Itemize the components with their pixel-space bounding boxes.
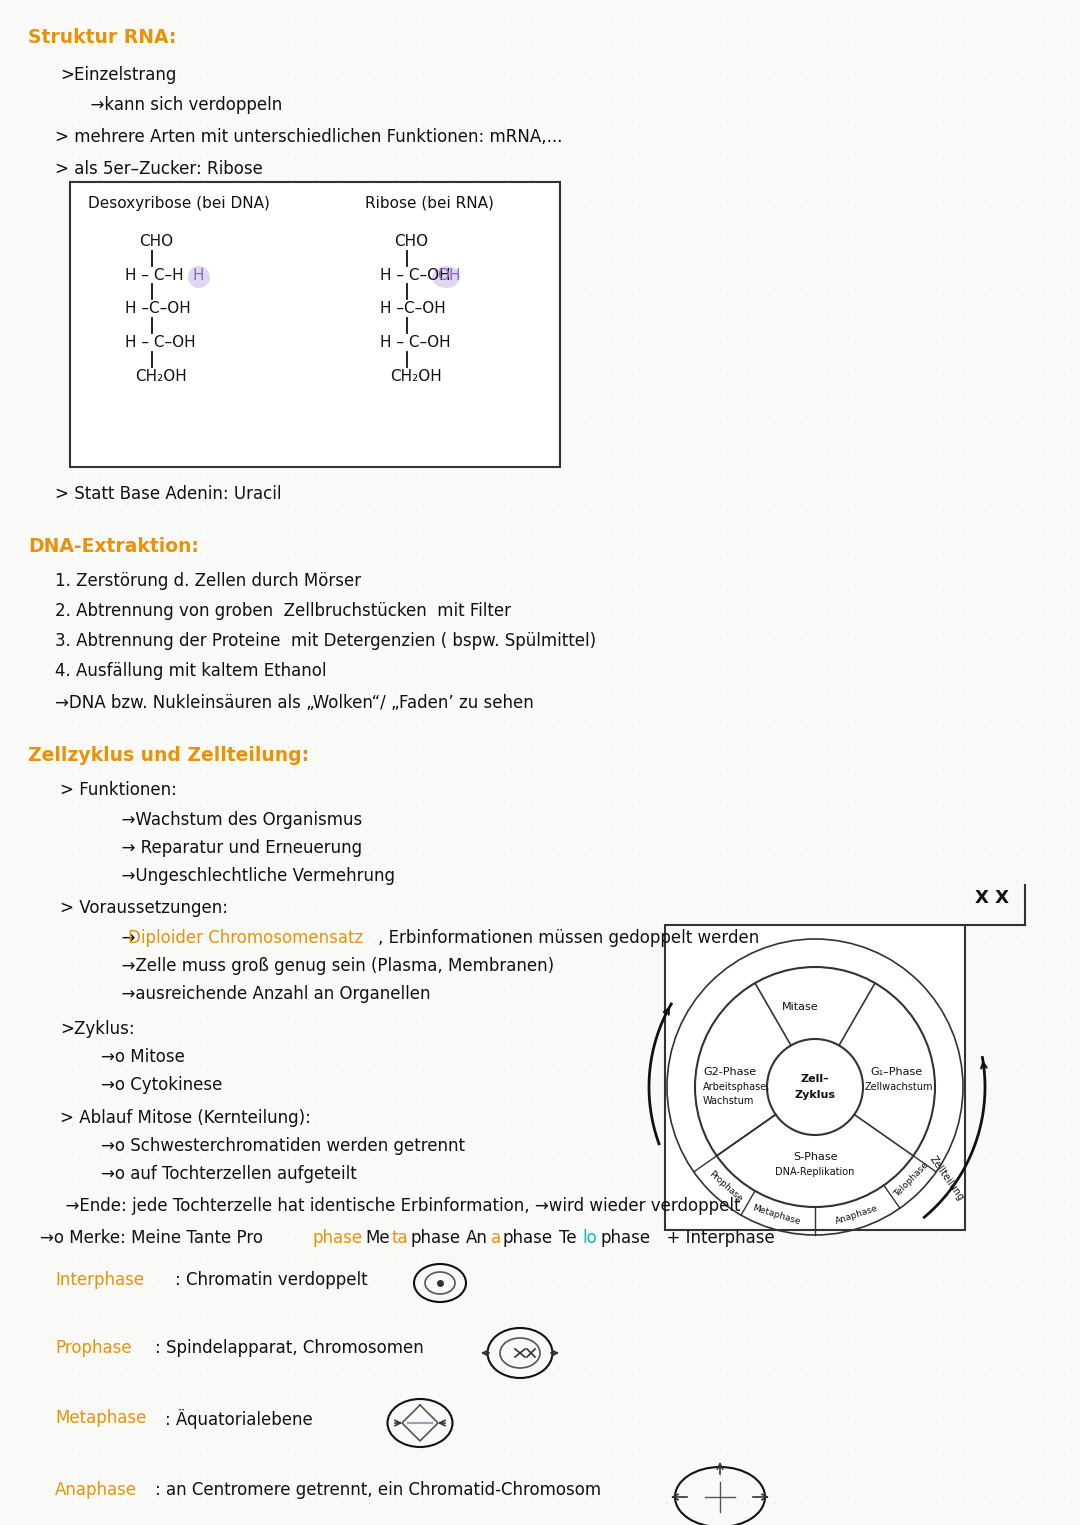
Text: Wachstum: Wachstum — [703, 1096, 754, 1106]
Text: phase: phase — [600, 1229, 650, 1247]
Text: DNA-Replikation: DNA-Replikation — [775, 1167, 854, 1177]
Text: CHO: CHO — [139, 233, 173, 249]
Text: , Erbinformationen müssen gedoppelt werden: , Erbinformationen müssen gedoppelt werd… — [378, 929, 759, 947]
Text: Mitase: Mitase — [782, 1002, 819, 1013]
Text: →o Merke: Meine Tante Pro: →o Merke: Meine Tante Pro — [40, 1229, 264, 1247]
Text: > Funktionen:: > Funktionen: — [60, 781, 177, 799]
Text: Zyklus: Zyklus — [795, 1090, 836, 1100]
Text: H –C–OH: H –C–OH — [380, 300, 446, 316]
Text: Anaphase: Anaphase — [55, 1481, 137, 1499]
Text: phase: phase — [411, 1229, 461, 1247]
Text: : Chromatin verdoppelt: : Chromatin verdoppelt — [175, 1270, 367, 1289]
Text: →Zelle muss groß genug sein (Plasma, Membranen): →Zelle muss groß genug sein (Plasma, Mem… — [90, 958, 554, 974]
Text: : an Centromere getrennt, ein Chromatid-Chromosom: : an Centromere getrennt, ein Chromatid-… — [156, 1481, 602, 1499]
Text: Diploider Chromosomensatz: Diploider Chromosomensatz — [129, 929, 363, 947]
Text: H – C–OH: H – C–OH — [380, 268, 450, 284]
Text: >Zyklus:: >Zyklus: — [60, 1020, 135, 1039]
Text: 2. Abtrennung von groben  Zellbruchstücken  mit Filter: 2. Abtrennung von groben Zellbruchstücke… — [55, 602, 511, 621]
Text: > als 5er–Zucker: Ribose: > als 5er–Zucker: Ribose — [55, 160, 262, 178]
Text: + Interphase: + Interphase — [656, 1229, 774, 1247]
Text: ta: ta — [392, 1229, 408, 1247]
Text: H – C–H: H – C–H — [125, 268, 184, 284]
Text: >Einzelstrang: >Einzelstrang — [60, 66, 176, 84]
Text: An: An — [465, 1229, 488, 1247]
Text: 4. Ausfällung mit kaltem Ethanol: 4. Ausfällung mit kaltem Ethanol — [55, 662, 326, 680]
Text: lo: lo — [582, 1229, 597, 1247]
Text: Zellteilung: Zellteilung — [928, 1154, 966, 1203]
Circle shape — [767, 1039, 863, 1135]
Text: phase: phase — [502, 1229, 552, 1247]
Text: Metaphase: Metaphase — [55, 1409, 147, 1427]
Bar — [70, 181, 561, 467]
Text: H: H — [192, 268, 203, 284]
Text: a: a — [491, 1229, 501, 1247]
Text: →DNA bzw. Nukleinsäuren als „Wolken“/ „Faden’ zu sehen: →DNA bzw. Nukleinsäuren als „Wolken“/ „F… — [55, 694, 534, 712]
Text: →ausreichende Anzahl an Organellen: →ausreichende Anzahl an Organellen — [90, 985, 431, 1003]
Text: Arbeitsphase,: Arbeitsphase, — [703, 1083, 770, 1092]
Text: CH₂OH: CH₂OH — [135, 369, 187, 384]
Bar — [665, 926, 966, 1231]
Text: H – C–OH: H – C–OH — [380, 336, 450, 351]
Text: →o Cytokinese: →o Cytokinese — [80, 1077, 222, 1093]
Text: Prophase: Prophase — [707, 1170, 744, 1203]
Ellipse shape — [188, 265, 210, 288]
Text: Prophase: Prophase — [55, 1339, 132, 1357]
Text: > Voraussetzungen:: > Voraussetzungen: — [60, 900, 228, 917]
Text: Te: Te — [559, 1229, 577, 1247]
Text: →Ungeschlechtliche Vermehrung: →Ungeschlechtliche Vermehrung — [90, 868, 395, 884]
Text: Zellzyklus und Zellteilung:: Zellzyklus und Zellteilung: — [28, 746, 309, 766]
Text: > Ablauf Mitose (Kernteilung):: > Ablauf Mitose (Kernteilung): — [60, 1109, 311, 1127]
Text: →o auf Tochterzellen aufgeteilt: →o auf Tochterzellen aufgeteilt — [80, 1165, 356, 1183]
Text: → Reparatur und Erneuerung: → Reparatur und Erneuerung — [90, 839, 362, 857]
Text: Metaphase: Metaphase — [751, 1203, 801, 1226]
Text: →Ende: jede Tochterzelle hat identische Erbinformation, →wird wieder verdoppelt: →Ende: jede Tochterzelle hat identische … — [55, 1197, 741, 1215]
Text: G₁–Phase: G₁–Phase — [870, 1068, 922, 1077]
Text: Ribose (bei RNA): Ribose (bei RNA) — [365, 197, 494, 210]
Text: Zellwachstum: Zellwachstum — [865, 1083, 933, 1092]
Text: : Äquatorialebene: : Äquatorialebene — [165, 1409, 313, 1429]
Text: →Wachstum des Organismus: →Wachstum des Organismus — [90, 811, 362, 830]
Text: X X: X X — [975, 889, 1009, 907]
Text: phase: phase — [312, 1229, 362, 1247]
Text: 1. Zerstörung d. Zellen durch Mörser: 1. Zerstörung d. Zellen durch Mörser — [55, 572, 361, 590]
Text: →o Schwesterchromatiden werden getrennt: →o Schwesterchromatiden werden getrennt — [80, 1138, 465, 1154]
Text: > mehrere Arten mit unterschiedlichen Funktionen: mRNA,...: > mehrere Arten mit unterschiedlichen Fu… — [55, 128, 563, 146]
Text: Telophase: Telophase — [892, 1161, 930, 1199]
Text: S-Phase: S-Phase — [793, 1151, 837, 1162]
Text: Struktur RNA:: Struktur RNA: — [28, 27, 176, 47]
Text: Me: Me — [365, 1229, 390, 1247]
Text: DNA-Extraktion:: DNA-Extraktion: — [28, 537, 199, 557]
Text: Interphase: Interphase — [55, 1270, 144, 1289]
Text: →: → — [90, 929, 135, 947]
Text: CH₂OH: CH₂OH — [390, 369, 442, 384]
Text: H –C–OH: H –C–OH — [125, 300, 191, 316]
Ellipse shape — [432, 265, 460, 288]
Text: →kann sich verdoppeln: →kann sich verdoppeln — [80, 96, 282, 114]
Text: OH: OH — [437, 268, 460, 284]
Text: CHO: CHO — [394, 233, 428, 249]
Text: > Statt Base Adenin: Uracil: > Statt Base Adenin: Uracil — [55, 485, 282, 503]
Text: Anaphase: Anaphase — [834, 1203, 879, 1226]
Text: G2-Phase: G2-Phase — [703, 1068, 756, 1077]
Text: 3. Abtrennung der Proteine  mit Detergenzien ( bspw. Spülmittel): 3. Abtrennung der Proteine mit Detergenz… — [55, 631, 596, 650]
Text: Desoxyribose (bei DNA): Desoxyribose (bei DNA) — [87, 197, 270, 210]
Text: →o Mitose: →o Mitose — [80, 1048, 185, 1066]
Text: H – C–OH: H – C–OH — [125, 336, 195, 351]
Text: Zell–: Zell– — [800, 1074, 829, 1084]
Text: : Spindelapparat, Chromosomen: : Spindelapparat, Chromosomen — [156, 1339, 423, 1357]
